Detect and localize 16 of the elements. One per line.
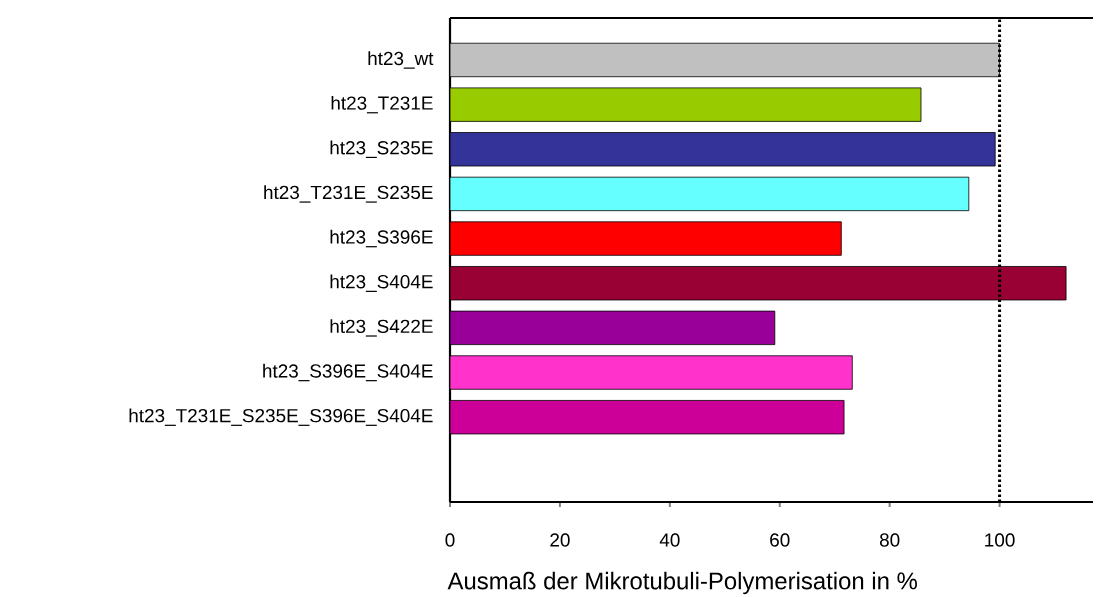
y-tick-label: ht23_wt: [368, 51, 434, 69]
x-tick-label: 100: [985, 533, 1015, 547]
x-axis-title: Ausmaß der Mikrotubuli-Polymerisation in %: [447, 571, 917, 595]
x-tick-label: 20: [550, 533, 570, 547]
y-tick-label: ht23_S396E: [330, 229, 433, 248]
y-tick-label: ht23_T231E: [331, 95, 433, 114]
y-tick-label: ht23_S235E: [330, 140, 433, 159]
y-tick-label: ht23_S404E: [330, 274, 433, 292]
y-tick-label: ht23_T231E_S235E_S396E_S404E: [129, 408, 433, 426]
x-tick-label: 80: [879, 533, 900, 547]
y-tick-label: ht23_T231E_S235E: [264, 185, 433, 203]
x-tick-label: 0: [445, 533, 455, 547]
x-tick-label: 60: [770, 533, 790, 547]
y-tick-label: ht23_S396E_S404E: [263, 363, 433, 382]
y-tick-label: ht23_S422E: [330, 319, 433, 337]
x-tick-label: 40: [659, 533, 680, 547]
